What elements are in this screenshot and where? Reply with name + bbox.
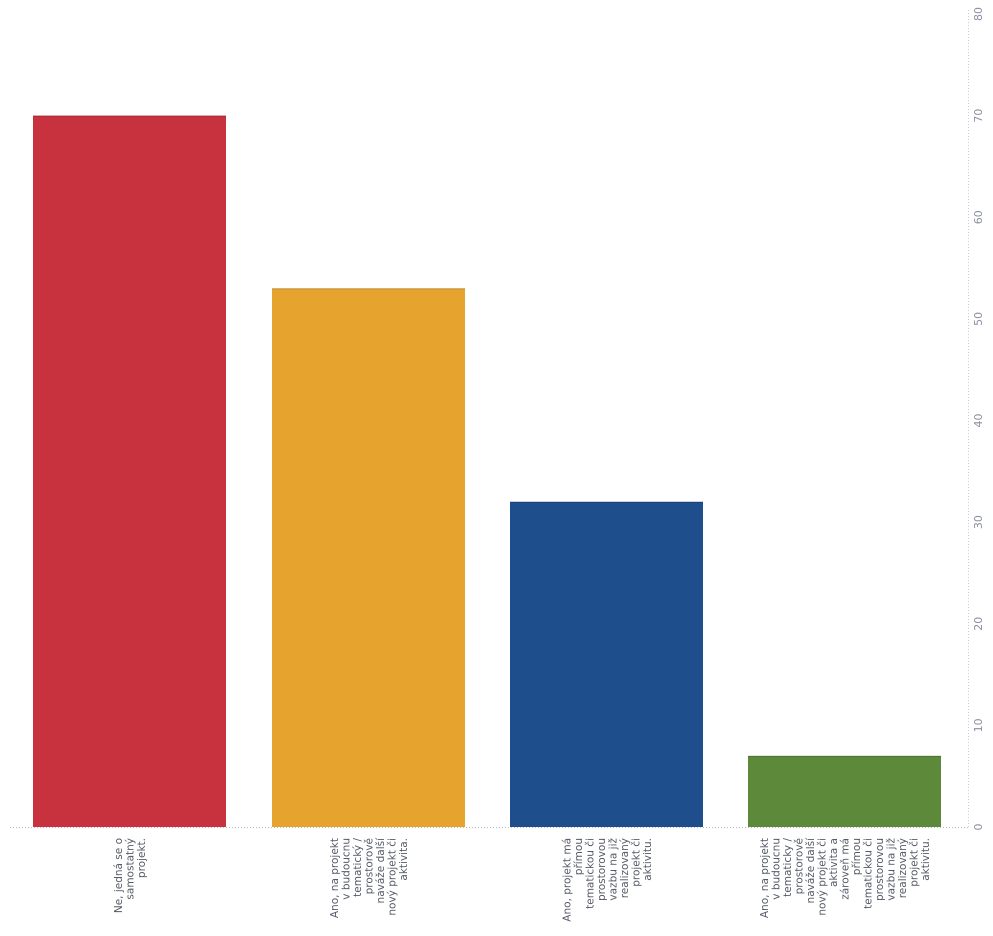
x-category-label-line: přímou (573, 838, 585, 875)
bars-layer (33, 115, 941, 827)
x-category-label-line: tematický / (352, 838, 364, 897)
x-category-label-line: prostorově (364, 838, 376, 894)
x-category-label-line: zároveň má (840, 838, 852, 900)
x-category-label-line: projekt či (909, 838, 921, 887)
x-category-label-line: přímou (851, 838, 863, 875)
y-tick-label: 50 (972, 312, 985, 326)
y-tick-label: 30 (972, 515, 985, 529)
bar (748, 755, 941, 827)
x-category-label-line: prostorovou (596, 838, 608, 901)
x-category-label-line: naváže další (805, 837, 817, 904)
y-tick-label: 10 (972, 718, 985, 732)
x-category-label-line: projekt či (630, 838, 642, 887)
y-tick-label: 60 (972, 210, 985, 224)
x-category-label-line: aktivita a (828, 838, 840, 887)
x-category-label-line: realizovaný (897, 838, 909, 898)
x-category-label-line: Ano, na projekt (759, 838, 771, 918)
x-category-label-line: aktivitu. (920, 838, 932, 881)
y-tick-label: 20 (972, 617, 985, 631)
x-category-label-line: Ano, na projekt (329, 838, 341, 918)
x-category-label-line: naváže další (375, 837, 387, 904)
x-category-label: Ano, na projekt v budoucnu tematický / pros… (329, 837, 410, 918)
category-labels-layer: Ne, jedná se o samostatný projekt. Ano, na … (113, 837, 932, 922)
x-category-label-line: Ano, projekt má (561, 838, 573, 922)
x-category-label-line: aktivita. (398, 838, 410, 881)
x-category-label-line: v budoucnu (341, 838, 353, 900)
axis-layer: 0 10 20 30 40 50 60 70 80 (10, 7, 985, 831)
x-category-label-line: nový projekt či (387, 838, 399, 916)
x-category-label-line: realizovaný (619, 838, 631, 898)
x-category-label: Ne, jedná se o samostatný projekt. (113, 838, 148, 913)
bar (33, 115, 226, 827)
bar (272, 288, 465, 827)
y-tick-label: 70 (972, 109, 985, 123)
x-category-label-line: prostorově (794, 838, 806, 894)
x-category-label: Ano, projekt má přímou tematickou či prosto… (561, 838, 654, 922)
x-category-label-line: prostorovou (874, 838, 886, 901)
x-category-label-line: projekt. (136, 838, 148, 878)
x-category-label-line: tematickou či (584, 838, 596, 909)
y-tick-label: 80 (972, 7, 985, 21)
x-category-label-line: v budoucnu (771, 838, 783, 900)
y-tick-label: 0 (972, 824, 985, 831)
bar (510, 501, 703, 827)
x-category-label-line: Ne, jedná se o (113, 838, 125, 913)
x-category-label-line: tematickou či (863, 838, 875, 909)
x-category-label-line: vazbu na již (886, 838, 898, 901)
x-category-label-line: tematicky / (782, 838, 794, 897)
y-tick-label: 40 (972, 414, 985, 428)
x-category-label-line: samostatný (125, 838, 137, 900)
x-category-label-line: aktivitu. (642, 838, 654, 881)
x-category-label: Ano, na projekt v budoucnu tematicky / pros… (759, 837, 932, 918)
x-category-label-line: vazbu na již (607, 838, 619, 901)
x-category-label-line: nový projekt či (817, 838, 829, 916)
